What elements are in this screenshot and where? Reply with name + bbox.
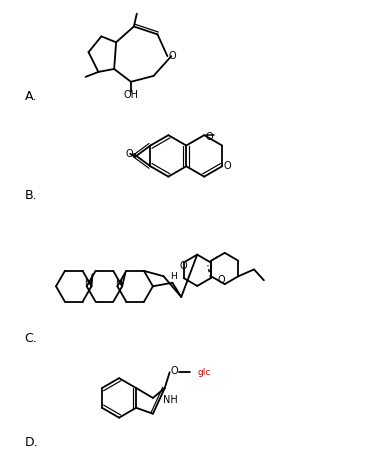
Text: O: O [168, 51, 176, 61]
Text: OH: OH [123, 90, 139, 100]
Text: O: O [171, 366, 178, 376]
Text: A.: A. [24, 90, 37, 103]
Text: glc: glc [197, 368, 211, 377]
Text: O: O [180, 261, 188, 271]
Text: NH: NH [163, 395, 178, 405]
Text: B.: B. [24, 189, 37, 202]
Text: O: O [205, 132, 213, 142]
Text: O: O [125, 149, 133, 159]
Text: H: H [84, 278, 91, 287]
Text: C.: C. [24, 332, 37, 345]
Text: H: H [170, 272, 177, 281]
Text: D.: D. [24, 436, 38, 449]
Text: H: H [115, 278, 122, 287]
Text: O: O [223, 161, 231, 171]
Text: O: O [218, 275, 226, 285]
